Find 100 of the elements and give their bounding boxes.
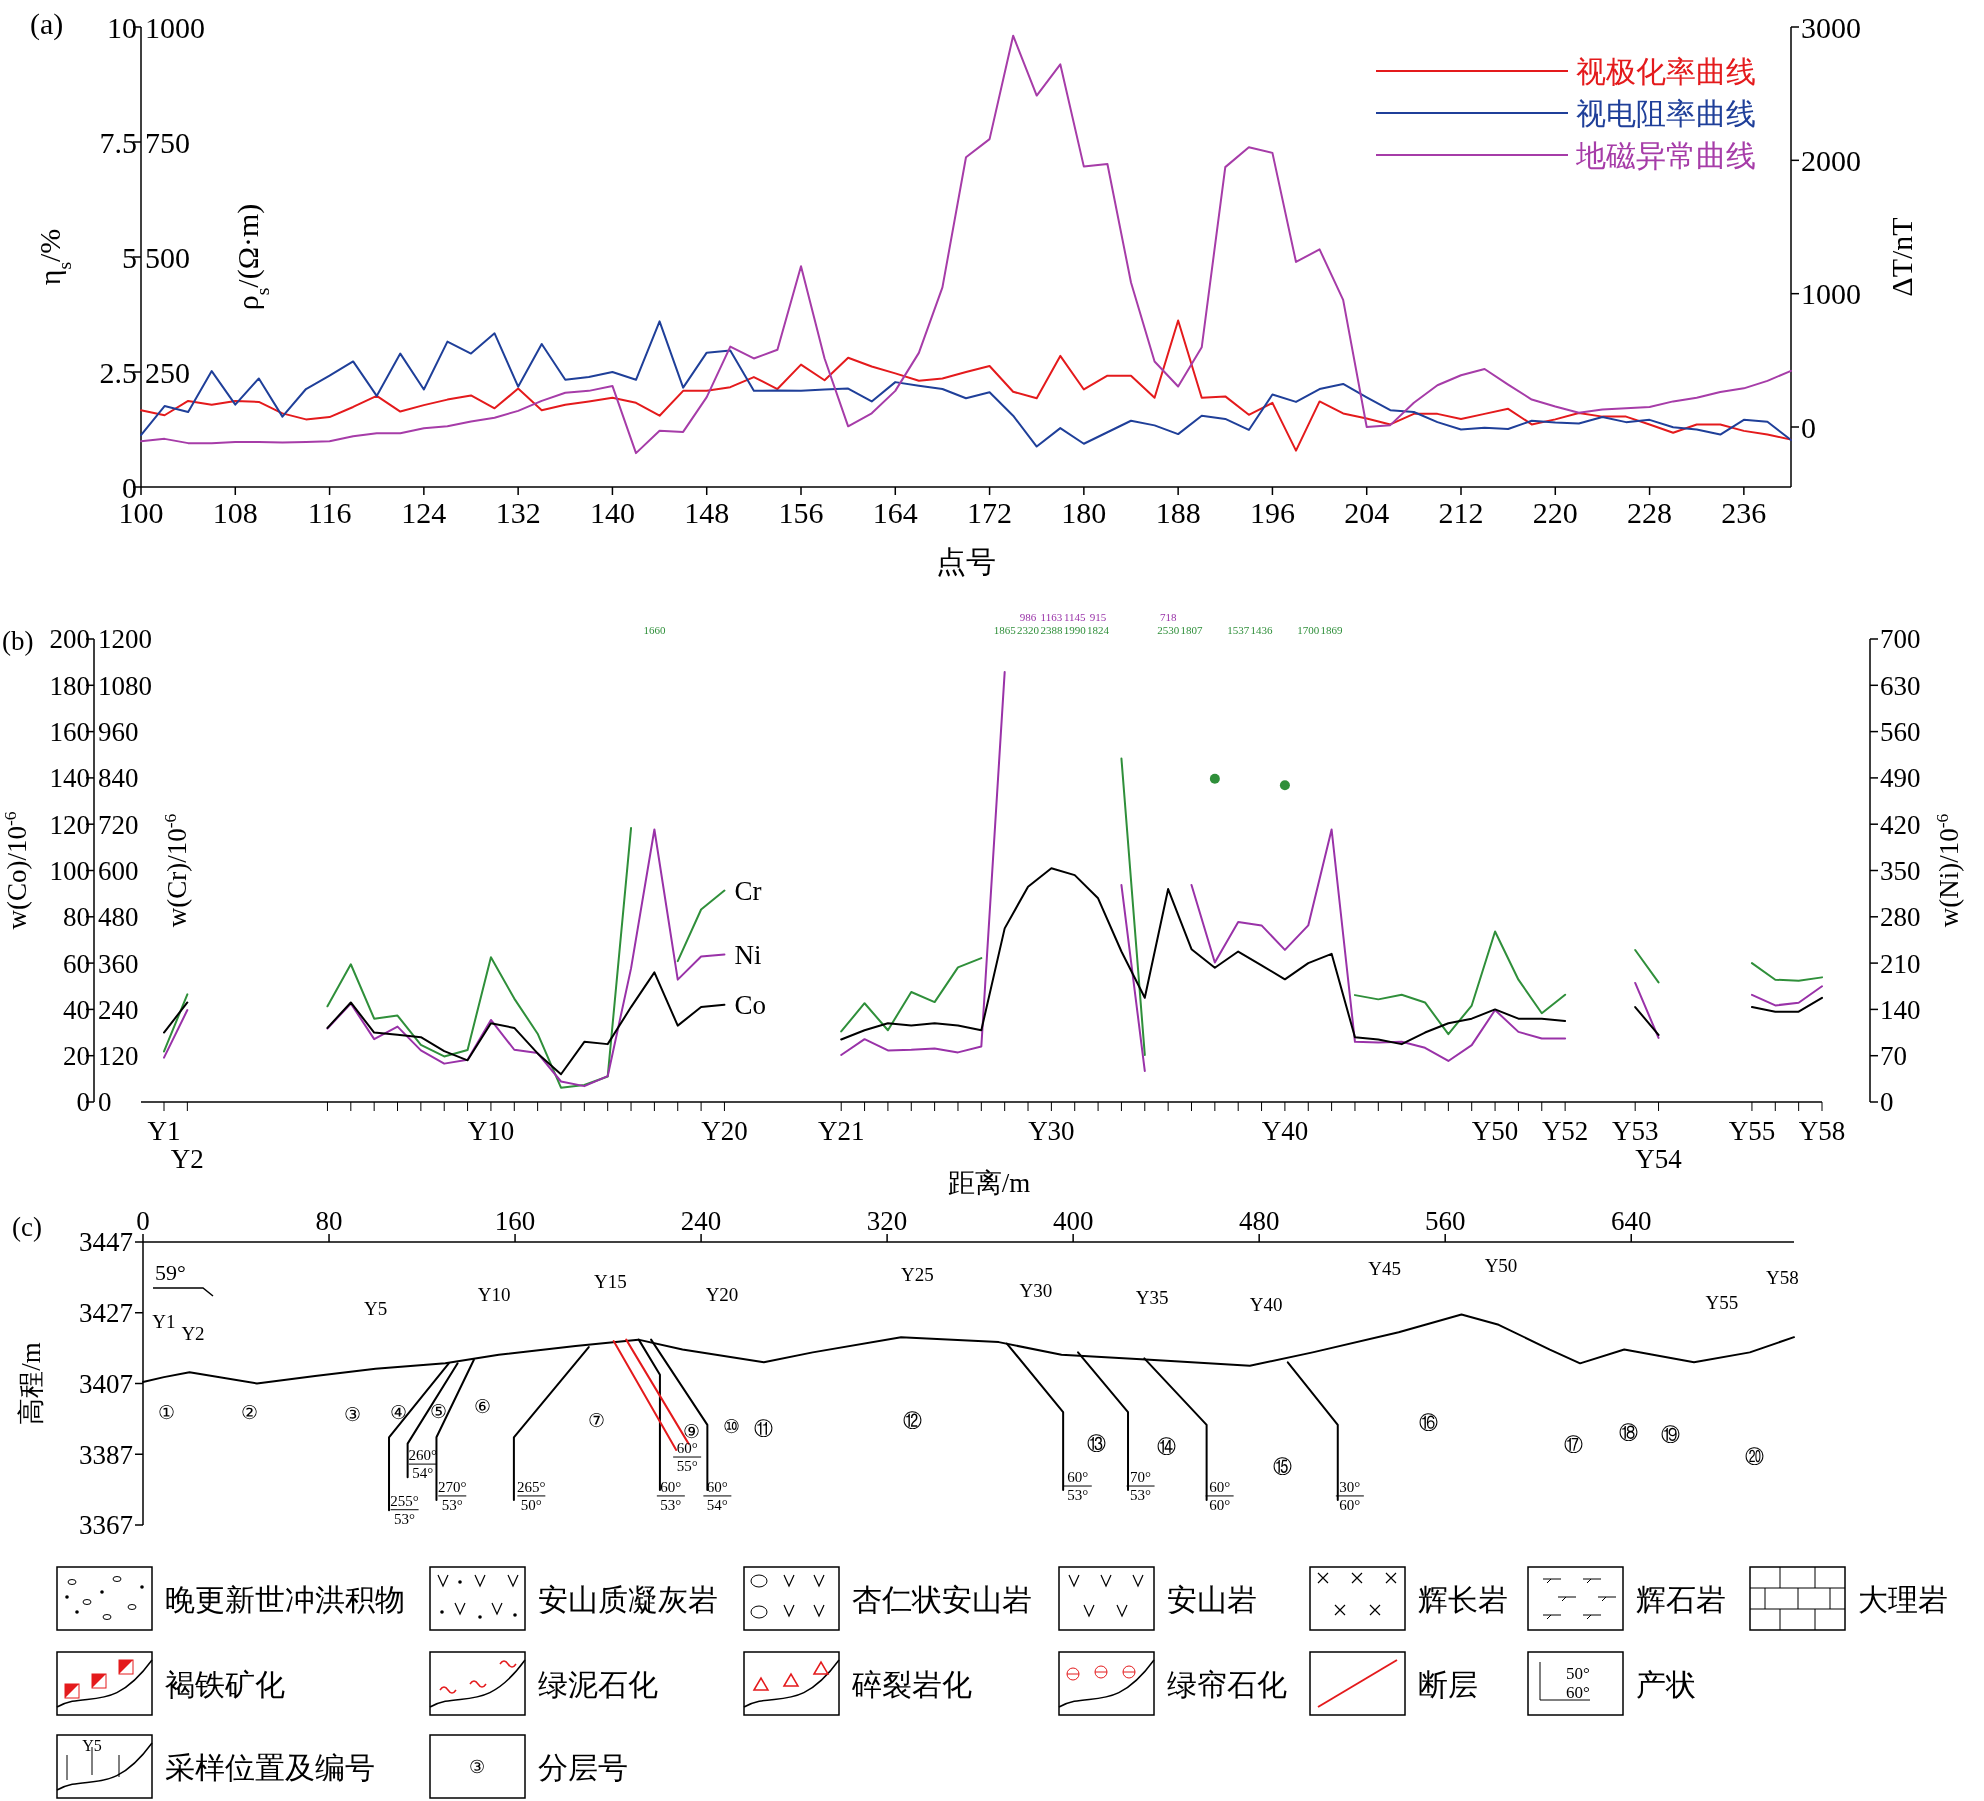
annotation: Y45: [1368, 1257, 1402, 1279]
annotation: ③: [343, 1404, 361, 1426]
y-tick-label: 5: [122, 240, 137, 274]
y2-tick-label: 480: [98, 902, 139, 933]
y-tick-label: 100: [49, 855, 90, 886]
y3-tick-label: 0: [1880, 1087, 1894, 1118]
x-tick-label: 140: [589, 496, 635, 529]
y2-tick-label: 250: [145, 355, 190, 389]
annotation: ⑬: [1086, 1433, 1106, 1455]
text: 视极化率曲线: [1576, 54, 1756, 88]
text: 安山质凝灰岩: [538, 1582, 718, 1616]
text: 1807: [1180, 624, 1203, 636]
text: 杏仁状安山岩: [852, 1582, 1032, 1616]
y-tick-label: 2.5: [99, 355, 137, 389]
text: 2320: [1017, 624, 1040, 636]
x-tick-label: 164: [872, 496, 918, 529]
text: 1660: [643, 624, 666, 636]
x-tick-label: Y10: [467, 1116, 515, 1146]
y-tick-label: 3387: [79, 1439, 133, 1470]
annotation: Y58: [1766, 1267, 1799, 1289]
annotation: Y50: [1484, 1255, 1518, 1277]
annotation: 59°: [155, 1260, 186, 1285]
x-tick-label: 80: [315, 1206, 343, 1236]
chart-title: (b): [2, 626, 34, 656]
x-tick-label: Y40: [1261, 1116, 1309, 1146]
x-tick-label: 172: [967, 496, 1013, 529]
annotation: ⑳: [1744, 1445, 1764, 1467]
x-tick-label: 480: [1238, 1206, 1280, 1236]
y-tick-label: 3367: [79, 1510, 133, 1541]
x-tick-label: 320: [866, 1206, 908, 1236]
x-tick-label: 212: [1438, 496, 1484, 529]
y-tick-label: 7.5: [99, 125, 137, 159]
x-tick-label: 188: [1155, 496, 1201, 529]
text: 2388: [1040, 624, 1063, 636]
text: 1163: [1040, 611, 1063, 623]
annotation: ⑥: [474, 1395, 491, 1417]
y2-tick-label: 360: [98, 948, 139, 979]
annotation: ⑨: [683, 1420, 701, 1442]
text: 视电阻率曲线: [1576, 96, 1756, 130]
y3-tick-label: 70: [1880, 1041, 1907, 1072]
annotation: 60° 53°: [1067, 1469, 1089, 1504]
text: 大理岩: [1858, 1582, 1948, 1616]
x-tick-label: 204: [1344, 496, 1390, 529]
text: 辉石岩: [1636, 1582, 1726, 1616]
annotation: ④: [390, 1401, 408, 1423]
annotation: Y55: [1705, 1291, 1739, 1313]
annotation: ⑲: [1661, 1424, 1681, 1446]
x-tick-label: 160: [494, 1206, 536, 1236]
y-tick-label: 40: [63, 994, 90, 1025]
annotation: 265° 50°: [517, 1478, 546, 1513]
text: 1990: [1063, 624, 1086, 636]
text: 915: [1089, 611, 1107, 623]
y-tick-label: 20: [63, 1041, 90, 1072]
x-tick-label: 108: [212, 496, 258, 529]
y3-tick-label: 630: [1880, 670, 1921, 701]
y-tick-label: 0: [76, 1087, 90, 1118]
annotation: Y35: [1135, 1286, 1169, 1308]
x-tick-label: Y50: [1471, 1116, 1519, 1146]
y2-tick-label: 240: [98, 994, 139, 1025]
text: 分层号: [538, 1750, 628, 1784]
y3-tick-label: 140: [1880, 994, 1921, 1025]
series-label: Cr: [734, 876, 762, 907]
text: 1869: [1320, 624, 1343, 636]
y-tick-label: 180: [49, 670, 90, 701]
annotation: Y20: [705, 1284, 739, 1306]
text: ③: [469, 1757, 485, 1778]
y2-tick-label: 960: [98, 717, 139, 748]
annotation: 270° 53°: [438, 1478, 467, 1513]
y3-tick-label: 420: [1880, 809, 1921, 840]
x-tick-label: Y58: [1798, 1116, 1846, 1146]
series-label: Ni: [734, 939, 762, 970]
y-tick-label: 140: [49, 763, 90, 794]
text: 产状: [1636, 1667, 1696, 1701]
y3-tick-label: 700: [1880, 624, 1921, 655]
x-tick-label: Y54: [1635, 1144, 1683, 1174]
x-tick-label: 236: [1721, 496, 1767, 529]
annotation: ①: [157, 1401, 175, 1423]
x-tick-label: Y52: [1541, 1116, 1589, 1146]
y-tick-label: 200: [49, 624, 90, 655]
annotation: 60° 53°: [660, 1478, 682, 1513]
chart-title: (c): [12, 1212, 42, 1242]
y-tick-label: 0: [122, 470, 137, 504]
annotation: ⑰: [1563, 1434, 1583, 1456]
x-tick-label: 220: [1532, 496, 1578, 529]
x-tick-label: Y30: [1028, 1116, 1075, 1146]
text: 2530: [1157, 624, 1180, 636]
y2-tick-label: 1080: [98, 670, 152, 701]
annotation: ⑭: [1156, 1435, 1176, 1457]
annotation: 70° 53°: [1130, 1469, 1152, 1504]
annotation: Y30: [1019, 1280, 1053, 1302]
y-tick-label: 160: [49, 717, 90, 748]
text: 碎裂岩化: [851, 1667, 972, 1701]
text: 地磁异常曲线: [1575, 138, 1756, 172]
chart-title: (a): [30, 7, 64, 41]
text: 绿泥石化: [538, 1667, 658, 1701]
text: Y5: [82, 1737, 102, 1754]
y2-tick-label: 600: [98, 855, 139, 886]
x-tick-label: Y55: [1728, 1116, 1776, 1146]
y-tick-label: 10: [107, 10, 137, 44]
annotation: 30° 60°: [1339, 1478, 1361, 1513]
